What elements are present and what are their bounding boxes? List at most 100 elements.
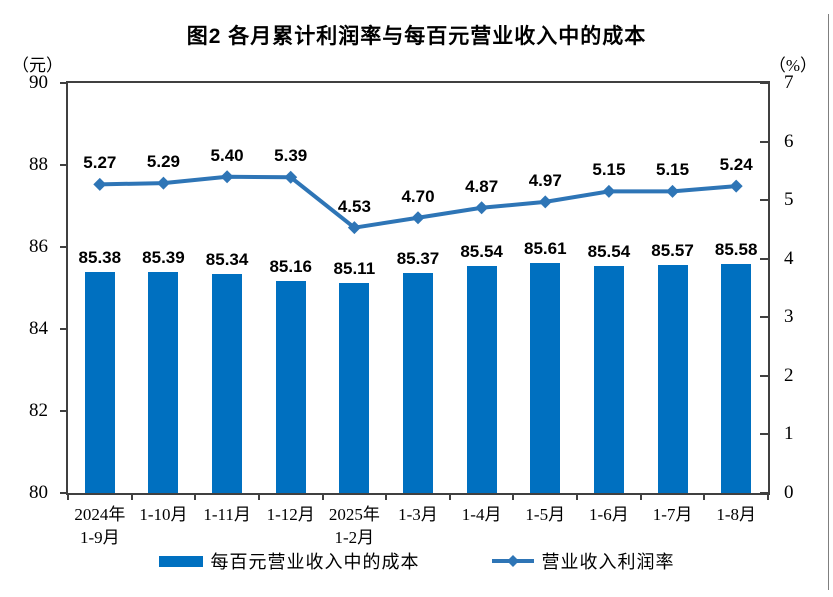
x-axis-tick [194, 493, 197, 500]
line-value-label: 4.87 [465, 176, 499, 196]
x-axis-tick [703, 493, 706, 500]
bar-value-label: 85.57 [651, 240, 694, 260]
right-axis-tick [760, 492, 768, 494]
chart-title: 图2 各月累计利润率与每百元营业收入中的成本 [186, 25, 647, 48]
line-value-label: 5.24 [719, 155, 753, 175]
right-axis-tick [760, 199, 768, 202]
x-axis-category-label: 2025年 1-2月 [328, 505, 380, 547]
right-axis-tick [760, 374, 768, 377]
left-axis-tick-label: 82 [29, 400, 48, 421]
right-axis-tick-label: 6 [784, 130, 794, 152]
bar-series-swatch [158, 555, 203, 567]
x-axis-tick [321, 493, 324, 500]
bar [530, 262, 561, 493]
x-axis-tick [639, 493, 642, 500]
line-series-swatch [491, 555, 534, 567]
line-value-label: 5.39 [274, 146, 308, 166]
x-axis-category-label: 1-3月 [398, 505, 438, 524]
x-axis-tick [257, 493, 260, 500]
right-axis-tick-label: 4 [784, 247, 794, 269]
left-axis-tick [60, 410, 68, 412]
left-axis-tick [60, 328, 68, 330]
right-axis-tick [760, 140, 768, 143]
x-axis-tick [512, 493, 515, 500]
left-axis-tick-label: 80 [29, 482, 48, 503]
left-axis-tick [60, 164, 68, 166]
right-axis-tick-label: 3 [784, 306, 794, 328]
right-axis-tick-label: 7 [784, 72, 794, 93]
legend-item-cost: 每百元营业收入中的成本 [158, 548, 420, 574]
line-value-label: 5.29 [146, 152, 180, 172]
legend-label-cost: 每百元营业收入中的成本 [210, 552, 420, 572]
line-marker-diamond [93, 177, 107, 191]
line-marker-diamond [666, 184, 680, 198]
x-axis-tick [130, 493, 133, 500]
right-axis-unit-label: （%） [768, 56, 817, 75]
right-axis-tick [760, 316, 768, 319]
x-axis-tick [767, 493, 769, 500]
bar [403, 272, 433, 493]
line-value-label: 5.15 [592, 160, 626, 180]
left-axis-tick-label: 90 [29, 72, 48, 93]
bar [721, 264, 752, 493]
x-axis-category-label: 1-10月 [139, 505, 188, 524]
x-axis-tick [67, 493, 69, 500]
bar [593, 265, 624, 493]
line-value-label: 4.53 [337, 196, 371, 216]
x-axis-category-label: 1-12月 [266, 505, 315, 524]
x-axis-category-label: 1-6月 [589, 505, 629, 524]
bar-value-label: 85.34 [205, 250, 249, 270]
x-axis-category-label: 1-7月 [652, 505, 693, 524]
line-marker-diamond [602, 184, 616, 198]
x-axis-tick [448, 493, 451, 500]
line-marker-diamond [284, 170, 298, 184]
line-marker-diamond [347, 221, 361, 235]
bar [148, 272, 179, 493]
line-marker-diamond [156, 176, 170, 190]
bar-value-label: 85.11 [333, 259, 376, 279]
line-marker-diamond [411, 211, 425, 225]
x-axis-tick [385, 493, 388, 500]
bar-value-label: 85.58 [714, 240, 758, 260]
line-marker-diamond [729, 179, 743, 193]
right-axis-tick-label: 2 [784, 364, 794, 386]
left-axis-tick [60, 492, 68, 494]
right-axis-tick [760, 433, 768, 436]
left-axis-tick [60, 82, 68, 84]
bar-value-label: 85.39 [142, 248, 185, 267]
profit-rate-line [93, 170, 743, 235]
line-value-label: 4.70 [401, 186, 435, 206]
left-axis-tick [60, 246, 68, 248]
right-axis-tick-label: 5 [784, 189, 794, 211]
line-marker-diamond [220, 170, 234, 184]
left-axis-tick-label: 88 [29, 154, 48, 175]
line-value-label: 5.27 [83, 153, 117, 173]
bar-value-label: 85.61 [523, 238, 567, 258]
bar [339, 283, 370, 493]
right-axis-tick [760, 257, 768, 260]
right-axis-tick-label: 1 [784, 423, 794, 445]
legend-item-profit: 营业收入利润率 [491, 548, 675, 574]
bar [84, 272, 115, 493]
x-axis-category-label: 1-5月 [525, 505, 566, 524]
legend-label-profit: 营业收入利润率 [541, 552, 675, 572]
x-axis-category-label: 1-4月 [461, 505, 502, 524]
right-axis-tick-label: 0 [784, 482, 794, 503]
line-value-label: 5.15 [655, 160, 690, 180]
line-value-label: 5.40 [210, 145, 244, 165]
x-axis-tick [576, 493, 579, 500]
right-axis-tick [760, 82, 768, 84]
bar-value-label: 85.37 [396, 248, 440, 268]
left-axis-tick-label: 84 [29, 318, 48, 339]
bar-value-label: 85.16 [269, 257, 312, 277]
bar-value-label: 85.54 [460, 241, 503, 261]
line-value-label: 4.97 [528, 170, 562, 190]
left-axis-unit-label: （元） [12, 56, 63, 75]
x-axis-category-label: 1-11月 [203, 505, 251, 524]
bar [466, 265, 497, 493]
bar [657, 264, 688, 493]
left-axis-tick-label: 86 [29, 236, 48, 257]
bar [275, 281, 306, 493]
bar-value-label: 85.54 [587, 241, 631, 261]
